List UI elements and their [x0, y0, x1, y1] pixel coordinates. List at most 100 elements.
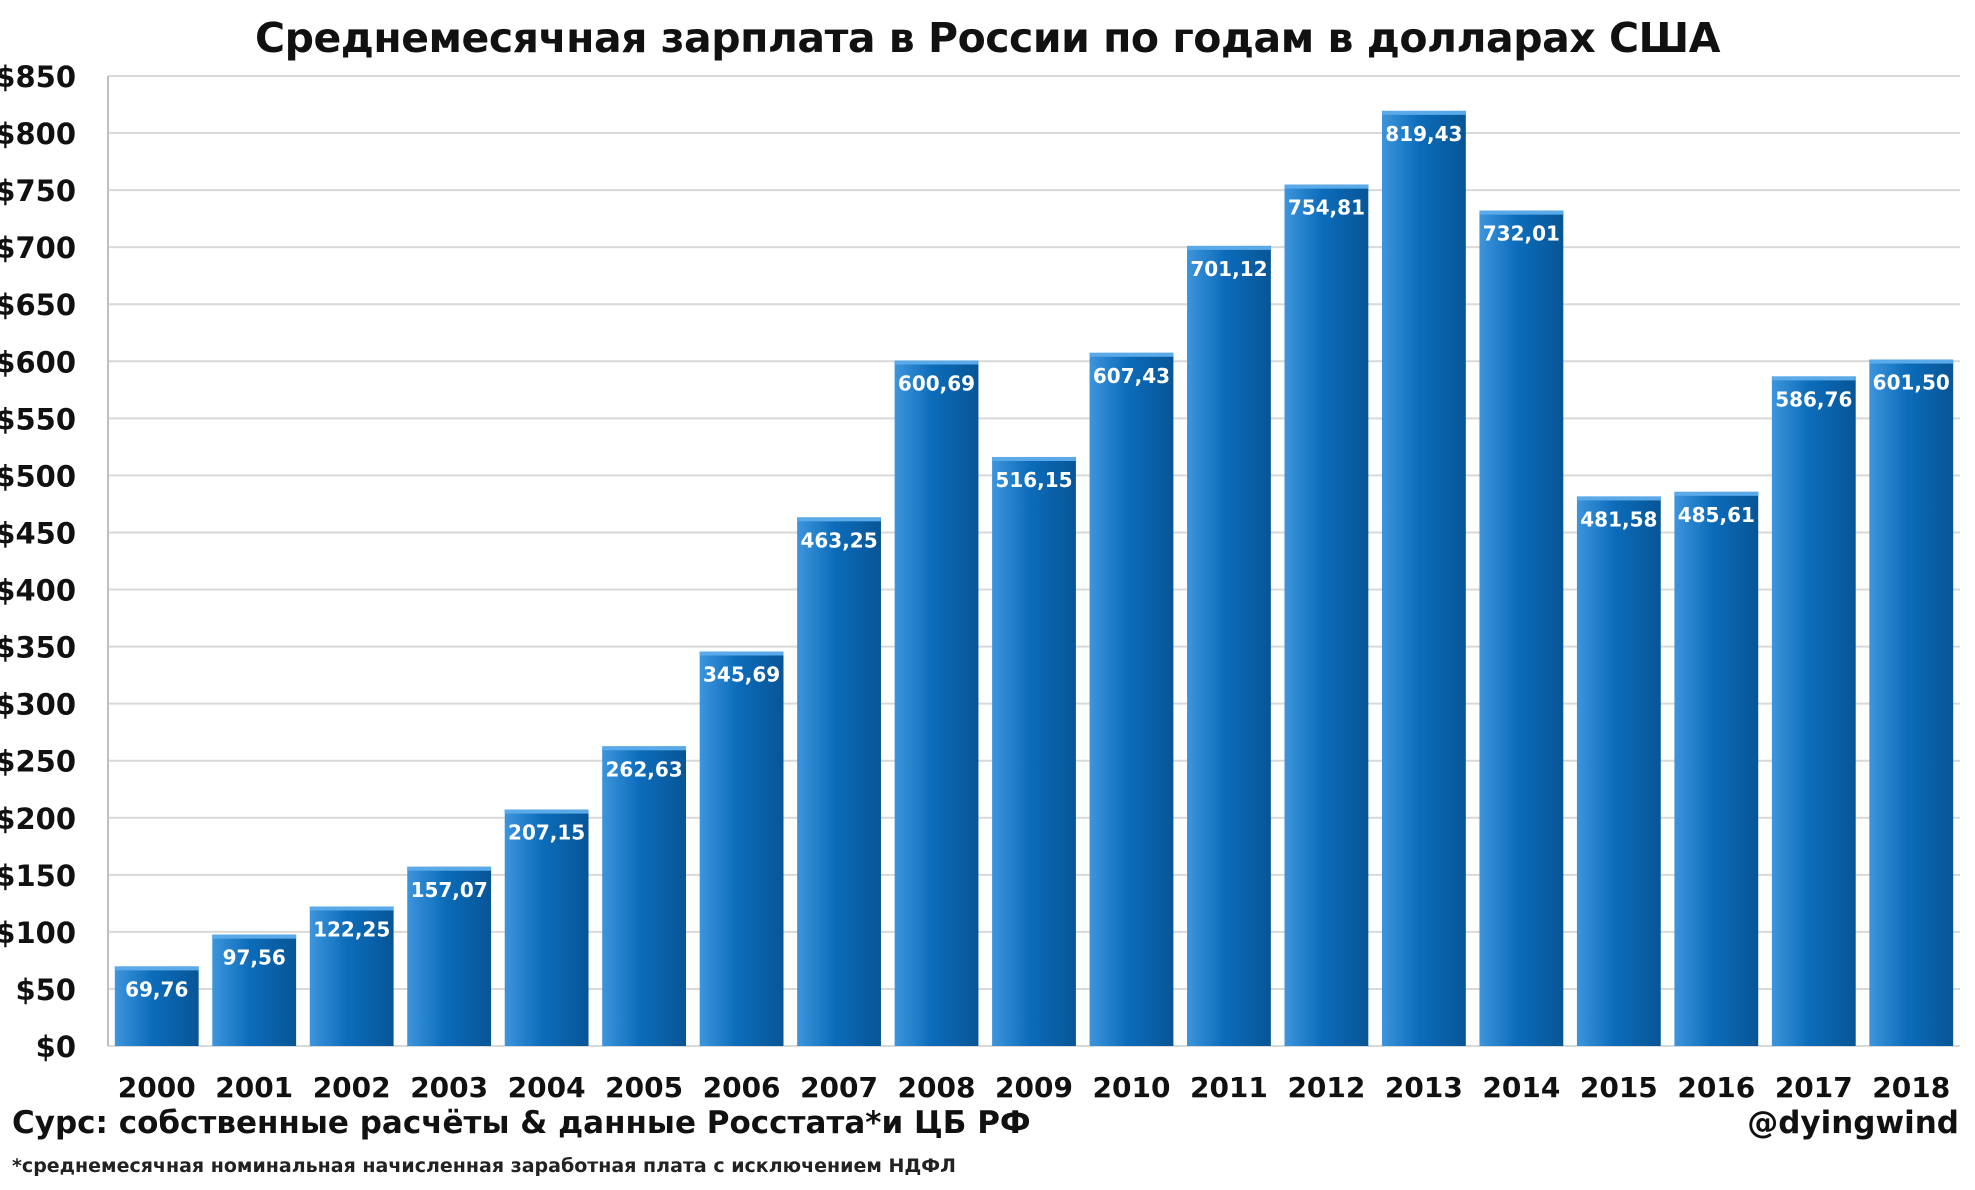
data-label: 69,76 [125, 977, 188, 1001]
bar-top-highlight [1576, 496, 1661, 501]
bar [699, 651, 784, 1046]
bar-top-highlight [894, 360, 979, 365]
data-label: 601,50 [1873, 371, 1950, 395]
bars [114, 110, 1954, 1047]
data-label: 345,69 [703, 663, 780, 687]
bar-top-highlight [407, 866, 492, 871]
bar-top-highlight [699, 651, 784, 656]
y-tick-label: $600 [0, 345, 76, 379]
data-label: 463,25 [800, 528, 877, 552]
bar-top-highlight [992, 456, 1076, 461]
y-tick-label: $650 [0, 288, 76, 322]
data-label: 516,15 [995, 468, 1072, 492]
bar [114, 966, 199, 1046]
bar [1089, 352, 1174, 1046]
y-tick-label: $850 [0, 60, 76, 94]
bar [602, 746, 687, 1046]
y-tick-label: $500 [0, 459, 76, 493]
x-tick-label: 2013 [1385, 1071, 1463, 1104]
x-tick-label: 2004 [508, 1071, 586, 1104]
bar-top-highlight [504, 809, 589, 814]
data-label: 600,69 [898, 372, 975, 396]
bar [1284, 184, 1369, 1046]
bar-top-highlight [1479, 210, 1564, 215]
data-label: 819,43 [1385, 122, 1462, 146]
y-tick-label: $200 [0, 802, 76, 836]
bar [1187, 245, 1271, 1047]
bar [797, 517, 881, 1046]
data-label: 485,61 [1678, 503, 1755, 527]
bar-top-highlight [114, 966, 199, 971]
bar [504, 809, 589, 1046]
x-tick-label: 2011 [1190, 1071, 1268, 1104]
y-tick-label: $300 [0, 688, 76, 722]
bar-top-highlight [1284, 184, 1369, 189]
x-tick-label: 2002 [313, 1071, 391, 1104]
data-label: 157,07 [411, 878, 488, 902]
x-tick-label: 2003 [410, 1071, 488, 1104]
data-label: 701,12 [1190, 257, 1267, 281]
bar [407, 866, 492, 1046]
data-label: 481,58 [1580, 507, 1657, 531]
bar [212, 934, 297, 1046]
y-tick-label: $550 [0, 402, 76, 436]
bar-top-highlight [1674, 491, 1759, 496]
bar [309, 906, 394, 1046]
data-label: 754,81 [1288, 196, 1365, 220]
y-tick-label: $100 [0, 916, 76, 950]
data-label: 207,15 [508, 821, 585, 845]
data-label: 122,25 [313, 917, 390, 941]
data-label: 607,43 [1093, 364, 1170, 388]
y-tick-label: $250 [0, 745, 76, 779]
y-tick-label: $350 [0, 631, 76, 665]
bar-top-highlight [1187, 245, 1271, 250]
bar [1479, 210, 1564, 1047]
footnote: *среднемесячная номинальная начисленная … [12, 1155, 956, 1177]
y-tick-label: $750 [0, 174, 76, 208]
x-tick-label: 2010 [1093, 1071, 1171, 1104]
x-tick-label: 2016 [1677, 1071, 1755, 1104]
data-label: 586,76 [1775, 387, 1852, 411]
bar [894, 360, 979, 1046]
y-tick-label: $150 [0, 859, 76, 893]
x-tick-label: 2008 [898, 1071, 976, 1104]
x-tick-label: 2014 [1482, 1071, 1560, 1104]
bar-top-highlight [1869, 359, 1954, 364]
bar-top-highlight [1771, 376, 1856, 381]
author-handle: @dyingwind [1747, 1105, 1959, 1141]
bar [1674, 491, 1759, 1047]
data-label: 732,01 [1483, 222, 1560, 246]
bar [1771, 376, 1856, 1046]
bar-top-highlight [1089, 352, 1174, 357]
x-tick-label: 2006 [703, 1071, 781, 1104]
x-tick-label: 2017 [1775, 1071, 1853, 1104]
bar-top-highlight [309, 906, 394, 911]
x-tick-label: 2015 [1580, 1071, 1658, 1104]
bar [1576, 496, 1661, 1046]
bar [992, 456, 1076, 1046]
axes: $0 $50 $100 $150 $200 $250 $300 $350 $400 $450 $50… [0, 60, 1950, 1104]
data-label: 97,56 [223, 946, 286, 970]
bar-top-highlight [602, 746, 687, 751]
y-tick-label: $0 [36, 1030, 76, 1064]
bar-top-highlight [1381, 110, 1466, 115]
bar [1381, 110, 1466, 1047]
y-tick-label: $450 [0, 516, 76, 550]
labels: 69,76 97,56 122,25 157,07 207,15 262,63 345,69… [125, 122, 1950, 1002]
y-tick-label: $400 [0, 574, 76, 608]
y-tick-label: $800 [0, 117, 76, 151]
bar-top-highlight [212, 934, 297, 939]
x-tick-label: 2001 [215, 1071, 293, 1104]
x-tick-label: 2012 [1287, 1071, 1365, 1104]
bar-top-highlight [797, 517, 881, 522]
data-label: 262,63 [606, 757, 683, 781]
y-tick-label: $700 [0, 231, 76, 265]
x-tick-label: 2000 [118, 1071, 196, 1104]
chart-title: Среднемесячная зарплата в России по года… [255, 14, 1720, 62]
source-note: Сурс: собственные расчёты & данные Росст… [12, 1105, 1031, 1141]
x-tick-label: 2007 [800, 1071, 878, 1104]
x-tick-label: 2018 [1872, 1071, 1950, 1104]
x-tick-label: 2005 [605, 1071, 683, 1104]
y-tick-label: $50 [15, 973, 76, 1007]
